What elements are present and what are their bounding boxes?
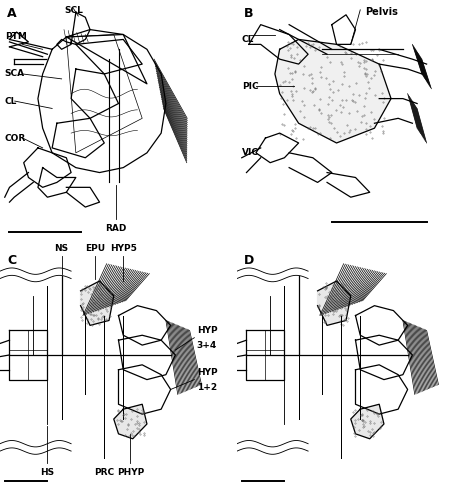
Text: RAD: RAD — [105, 224, 127, 233]
Polygon shape — [57, 12, 90, 49]
Polygon shape — [356, 365, 408, 414]
Text: C: C — [7, 254, 16, 267]
Polygon shape — [246, 330, 284, 380]
Polygon shape — [249, 25, 308, 64]
Polygon shape — [356, 306, 408, 345]
Text: PTM: PTM — [5, 33, 27, 41]
Text: VIC: VIC — [242, 148, 259, 157]
Polygon shape — [118, 306, 171, 345]
Polygon shape — [81, 281, 114, 325]
Polygon shape — [256, 133, 299, 163]
Text: Pelvis: Pelvis — [365, 7, 398, 17]
Text: EPU: EPU — [85, 244, 105, 252]
Polygon shape — [114, 404, 147, 439]
Text: COR: COR — [5, 134, 26, 142]
Text: PIC: PIC — [242, 82, 258, 91]
Polygon shape — [318, 281, 351, 325]
Polygon shape — [275, 39, 391, 143]
Text: PHYP: PHYP — [117, 468, 144, 477]
Text: B: B — [244, 7, 254, 20]
Text: CL: CL — [242, 35, 254, 44]
Polygon shape — [332, 15, 356, 44]
Polygon shape — [9, 330, 47, 380]
Text: HYP: HYP — [197, 326, 218, 335]
Polygon shape — [356, 335, 412, 380]
Text: SCL: SCL — [64, 6, 83, 15]
Polygon shape — [24, 148, 71, 187]
Text: PRC: PRC — [94, 468, 114, 477]
Text: SCA: SCA — [5, 70, 25, 78]
Text: CL: CL — [5, 97, 17, 106]
Polygon shape — [118, 365, 171, 414]
Polygon shape — [38, 30, 166, 173]
Text: A: A — [7, 7, 17, 20]
Text: 3+4: 3+4 — [197, 341, 217, 350]
Text: HYP5: HYP5 — [110, 244, 137, 252]
Text: D: D — [244, 254, 255, 267]
Text: HS: HS — [40, 468, 55, 477]
Text: 1+2: 1+2 — [197, 383, 217, 391]
Polygon shape — [351, 404, 384, 439]
Text: HYP: HYP — [197, 368, 218, 377]
Text: NS: NS — [55, 244, 69, 252]
Polygon shape — [118, 335, 175, 380]
